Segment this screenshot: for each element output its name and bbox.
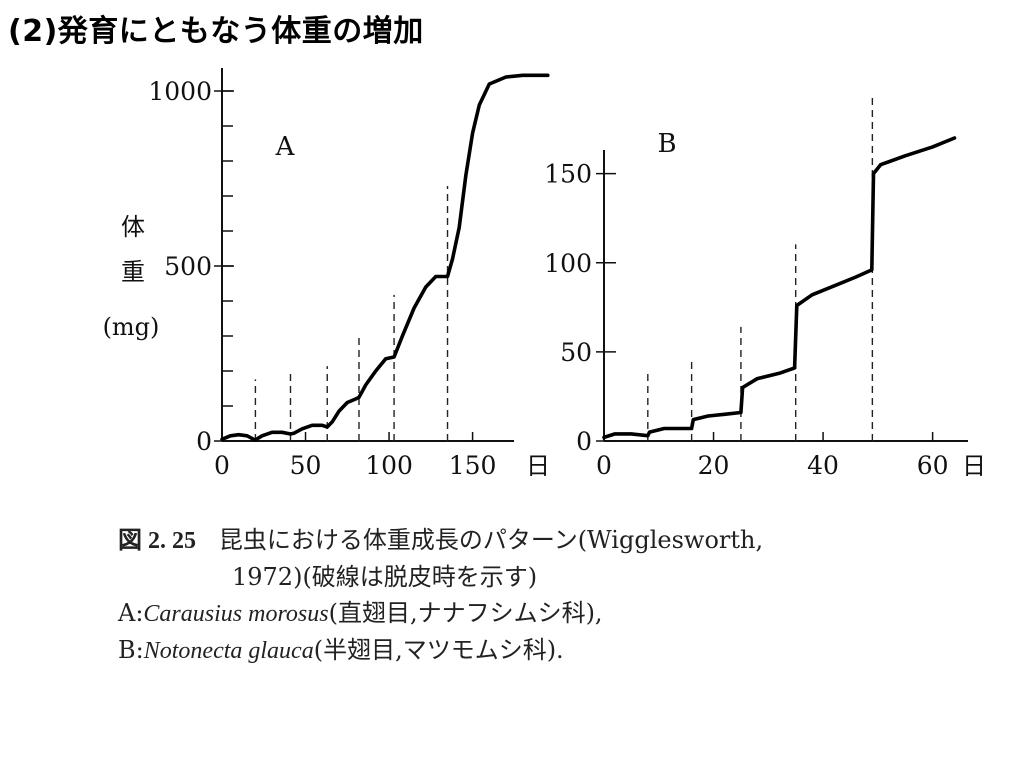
caption-source: 1972)(破線は脱皮時を示す) [232, 563, 538, 591]
panel-a-x-tick-label: 0 [214, 451, 230, 480]
panel-a-ylabel-3: (mg) [103, 313, 160, 341]
panel-a-x-unit: 日 [526, 452, 550, 480]
caption-b-note: (半翅目,マツモムシ科). [313, 636, 564, 664]
panel-b-x-unit: 日 [962, 452, 986, 480]
panel-b-growth-curve [602, 136, 957, 440]
caption-line-1: 図 2. 25 昆虫における体重成長のパターン(Wigglesworth, [118, 522, 763, 559]
panel-b-x-tick-label: 40 [807, 451, 839, 480]
caption-line-2: 1972)(破線は脱皮時を示す) [118, 559, 763, 595]
panel-a-label: A [275, 132, 296, 162]
caption-b-species: Notonecta glauca [143, 638, 314, 664]
panel-b-y-tick-label: 100 [544, 249, 592, 278]
caption-line-a: A:Carausius morosus(直翅目,ナナフシムシ科), [118, 595, 763, 632]
panel-a-x-tick-label: 150 [449, 451, 497, 480]
caption-a-species: Carausius morosus [143, 601, 329, 627]
caption-line-b: B:Notonecta glauca(半翅目,マツモムシ科). [118, 632, 763, 669]
panel-a-x-tick-label: 100 [365, 451, 413, 480]
panel-a-growth-curve [220, 73, 550, 442]
panel-b-y-tick-label: 0 [576, 427, 592, 456]
slide-title: (2)発育にともなう体重の増加 [8, 14, 424, 49]
panel-a-x-tick-label: 50 [290, 451, 322, 480]
caption-b-prefix: B: [118, 636, 144, 664]
panel-b-label: B [657, 129, 676, 159]
panel-b-x-tick-label: 0 [596, 451, 612, 480]
panel-b-x-tick-label: 20 [698, 451, 730, 480]
panel-b-y-tick-label: 150 [544, 160, 592, 189]
panel-a-ylabel-1: 体 [121, 213, 145, 241]
caption-a-prefix: A: [118, 599, 144, 627]
caption-title: 昆虫における体重成長のパターン(Wigglesworth, [218, 526, 764, 554]
panel-b-y-tick-label: 50 [560, 338, 592, 367]
caption-a-note: (直翅目,ナナフシムシ科), [328, 599, 603, 627]
figure-charts: 0 500 1000 0 50 100 150 日 A 体重 (mg) 0 50 100 150 0 20 40 6… [103, 68, 986, 480]
panel-b-x-tick-label: 60 [917, 451, 949, 480]
figure-caption: 図 2. 25 昆虫における体重成長のパターン(Wigglesworth, 19… [118, 522, 763, 669]
panel-a-y-tick-label: 1000 [148, 77, 212, 106]
panel-a-y-tick-label: 500 [164, 252, 212, 281]
figure-number: 図 2. 25 [118, 528, 196, 554]
panel-a-y-tick-label: 0 [196, 427, 212, 456]
panel-a-ylabel-2: 重 [121, 258, 145, 286]
